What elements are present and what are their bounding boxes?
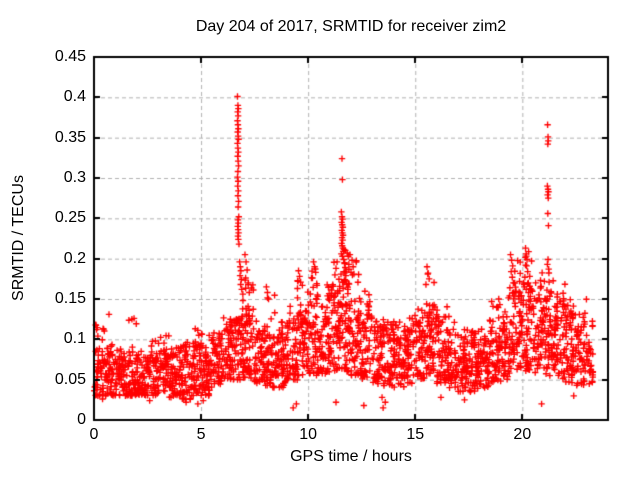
y-tick-label: 0.15 — [54, 290, 86, 307]
chart-title: Day 204 of 2017, SRMTID for receiver zim… — [195, 18, 507, 35]
x-tick-label: 10 — [299, 426, 318, 443]
y-tick-label: 0.2 — [63, 249, 86, 267]
y-tick-label: 0.4 — [63, 88, 86, 106]
y-tick-label: 0.45 — [54, 48, 86, 65]
x-tick-label: 15 — [406, 426, 425, 443]
y-tick-label: 0 — [77, 411, 86, 428]
y-tick-label: 0.1 — [63, 330, 86, 348]
y-tick-label: 0.05 — [54, 370, 86, 388]
y-tick-label: 0.3 — [63, 169, 86, 186]
x-tick-label: 20 — [513, 426, 532, 443]
x-tick-label: 0 — [89, 426, 99, 443]
y-axis-label: SRMTID / TECUs — [10, 175, 27, 301]
x-axis-label: GPS time / hours — [290, 448, 412, 465]
y-tick-label: 0.25 — [54, 209, 86, 227]
x-tick-label: 5 — [196, 426, 206, 443]
y-tick-label: 0.35 — [54, 128, 86, 146]
